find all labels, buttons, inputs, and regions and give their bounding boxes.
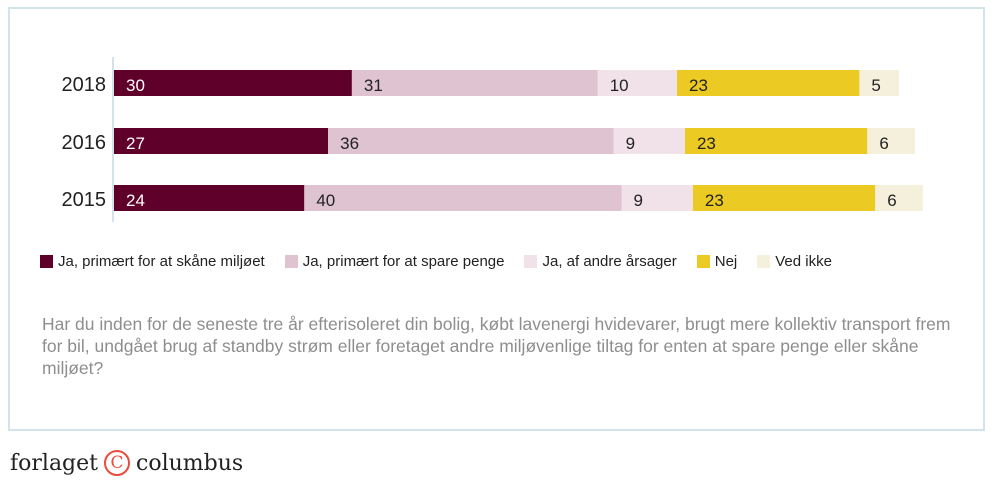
chart-frame xyxy=(8,7,985,431)
data-label: 31 xyxy=(364,76,383,95)
legend-item: Ja, primært for at spare penge xyxy=(284,253,505,270)
bar-segment xyxy=(684,128,868,154)
copyright-icon: C xyxy=(104,450,130,476)
legend-swatch xyxy=(40,255,53,268)
data-label: 6 xyxy=(887,191,896,210)
legend-item: Nej xyxy=(696,253,738,270)
category-label: 2015 xyxy=(62,189,107,211)
logo-text-left: forlaget xyxy=(10,450,98,476)
data-label: 23 xyxy=(689,76,708,95)
legend-item: Ja, af andre årsager xyxy=(524,253,677,270)
bar-segment xyxy=(114,128,329,154)
legend-label: Ja, primært for at spare penge xyxy=(302,253,505,270)
data-label: 5 xyxy=(871,76,880,95)
legend: Ja, primært for at skåne miljøet Ja, prim… xyxy=(40,253,852,270)
legend-label: Ved ikke xyxy=(775,253,832,270)
bar-segment xyxy=(692,185,876,211)
data-label: 6 xyxy=(879,134,888,153)
bar-segment xyxy=(859,70,900,96)
legend-swatch xyxy=(524,255,538,268)
data-label: 9 xyxy=(634,191,643,210)
data-label: 30 xyxy=(126,76,145,95)
bar-segment xyxy=(677,70,860,96)
data-label: 24 xyxy=(126,191,145,210)
category-label: 2018 xyxy=(62,74,107,96)
bar-segment xyxy=(328,128,614,154)
data-label: 23 xyxy=(705,191,724,210)
logo-text-right: columbus xyxy=(136,450,244,476)
legend-label: Nej xyxy=(714,253,738,270)
legend-swatch xyxy=(696,255,710,268)
bar-segment xyxy=(875,185,923,211)
data-label: 9 xyxy=(626,134,635,153)
legend-item: Ved ikke xyxy=(757,253,832,270)
bar-segment xyxy=(597,70,678,96)
data-label: 40 xyxy=(316,191,335,210)
legend-label: Ja, primært for at skåne miljøet xyxy=(58,253,265,270)
category-label: 2016 xyxy=(62,132,107,154)
data-label: 23 xyxy=(697,134,716,153)
bar-segment xyxy=(304,185,622,211)
data-label: 10 xyxy=(610,76,629,95)
publisher-logo: forlaget C columbus xyxy=(10,450,243,476)
bar-segment xyxy=(621,185,693,211)
bar-segment xyxy=(613,128,685,154)
bar-segment xyxy=(114,70,352,96)
data-label: 27 xyxy=(126,134,145,153)
legend-item: Ja, primært for at skåne miljøet xyxy=(40,253,265,270)
stacked-bar-chart: 2018 30 31 10 23 5 2016 27 36 9 23 6 2015 24 40 9 23 6 xyxy=(62,57,923,222)
bar-segment xyxy=(114,185,305,211)
data-label: 36 xyxy=(340,134,359,153)
bar-segment xyxy=(867,128,915,154)
legend-swatch xyxy=(284,255,298,268)
legend-label: Ja, af andre årsager xyxy=(542,253,677,270)
legend-swatch xyxy=(757,255,771,268)
bar-segment xyxy=(351,70,598,96)
survey-question: Har du inden for de seneste tre år efter… xyxy=(42,314,951,378)
